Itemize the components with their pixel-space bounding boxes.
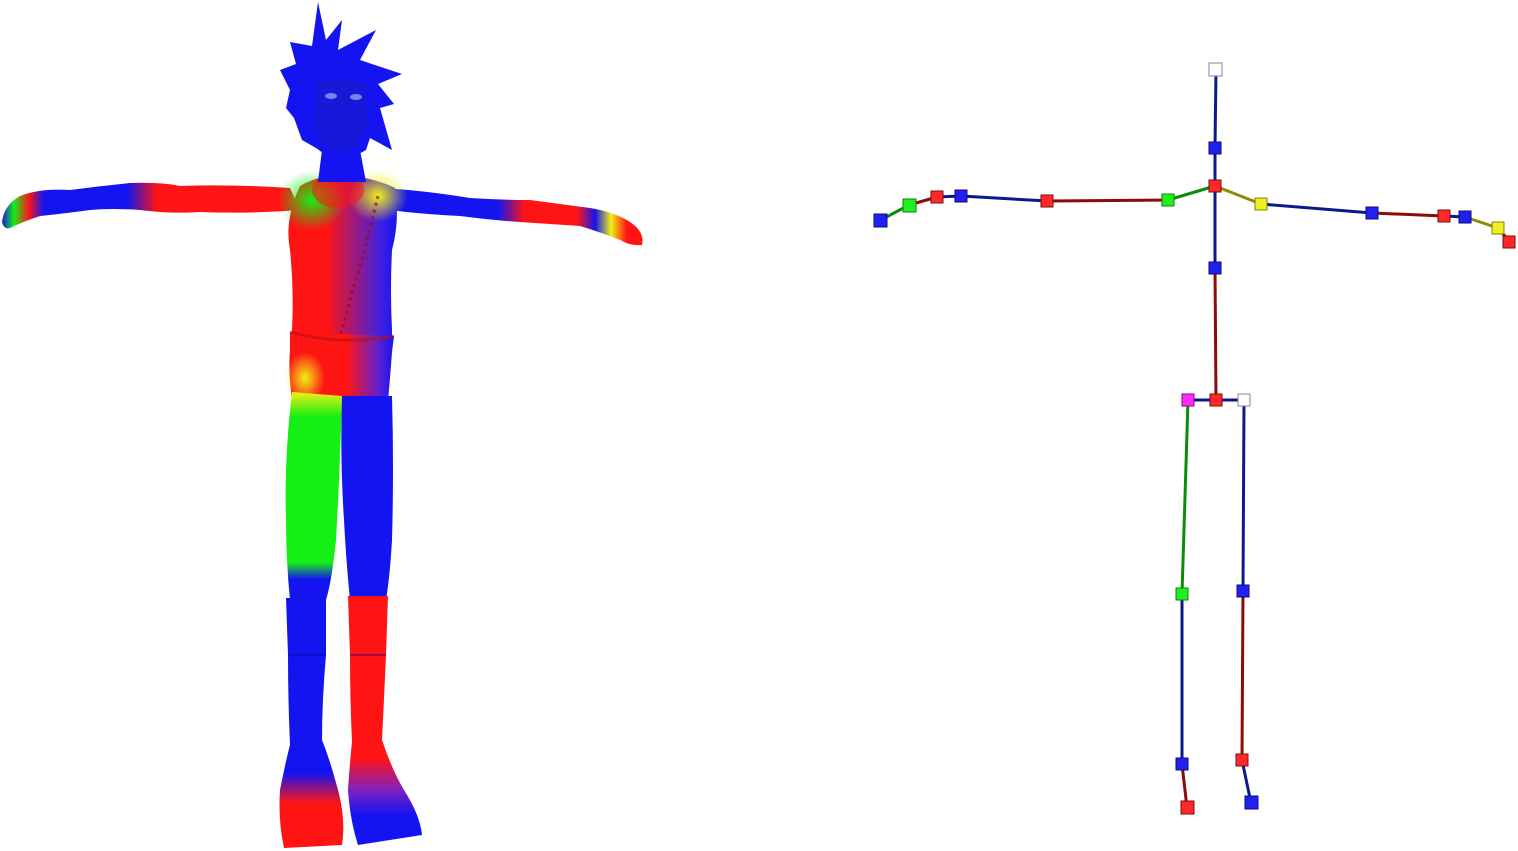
mesh-boot-left (279, 598, 344, 848)
bone-clavicle-left (1166, 184, 1217, 202)
skeleton-joints (873, 62, 1516, 815)
mesh-arm-right (380, 188, 643, 246)
joint-knee-left[interactable] (1175, 587, 1189, 601)
joint-head-top[interactable] (1208, 62, 1223, 77)
bone-forearm-left (959, 194, 1049, 203)
joint-finger-right[interactable] (1502, 235, 1516, 249)
joint-clavicle-right[interactable] (1254, 197, 1268, 211)
joint-shoulder-left[interactable] (1040, 194, 1054, 208)
mesh-thigh-left (285, 392, 342, 600)
mesh-eye-right (350, 94, 362, 100)
joint-head[interactable] (1208, 141, 1222, 155)
joint-spine[interactable] (1208, 261, 1222, 275)
joint-pelvis[interactable] (1209, 393, 1223, 407)
joint-knee-right[interactable] (1236, 584, 1250, 598)
joint-wrist-right[interactable] (1458, 210, 1472, 224)
joint-hip-left[interactable] (1181, 393, 1195, 407)
joint-toe-left[interactable] (1180, 800, 1195, 815)
skeleton-rig (873, 62, 1516, 815)
joint-elbow-left[interactable] (954, 189, 968, 203)
joint-clavicle-left[interactable] (1161, 193, 1175, 207)
joint-wrist-left[interactable] (930, 190, 944, 204)
joint-toe-right[interactable] (1244, 795, 1259, 810)
joint-shoulder-right[interactable] (1365, 206, 1379, 220)
bone-thigh-right (1241, 398, 1246, 593)
joint-hand-right[interactable] (1491, 221, 1505, 235)
bone-forearm-right (1370, 211, 1446, 218)
bone-spine-lower (1213, 266, 1218, 402)
joint-neck[interactable] (1208, 179, 1222, 193)
mesh-belt-line (289, 330, 395, 342)
joint-finger-left[interactable] (873, 213, 888, 228)
bone-shin-right (1240, 589, 1245, 762)
mesh-arm-left (2, 182, 300, 229)
bone-upperarm-right (1259, 202, 1374, 215)
bone-upperarm-left (1045, 198, 1170, 203)
bone-thigh-left (1180, 398, 1190, 596)
mesh-hip-yellow (285, 352, 325, 404)
joint-ankle-left[interactable] (1175, 757, 1189, 771)
joint-ankle-right[interactable] (1235, 753, 1249, 767)
skeleton-bones (879, 68, 1512, 810)
joint-hip-right[interactable] (1237, 393, 1251, 407)
bone-clavicle-right (1213, 184, 1263, 206)
mesh-thigh-right (341, 396, 393, 600)
mesh-eye-left (325, 93, 337, 99)
character-mesh (2, 2, 643, 848)
bone-head (1213, 68, 1218, 150)
mesh-boot-right (348, 596, 422, 845)
joint-elbow-right[interactable] (1437, 209, 1451, 223)
joint-hand-left[interactable] (902, 198, 917, 213)
